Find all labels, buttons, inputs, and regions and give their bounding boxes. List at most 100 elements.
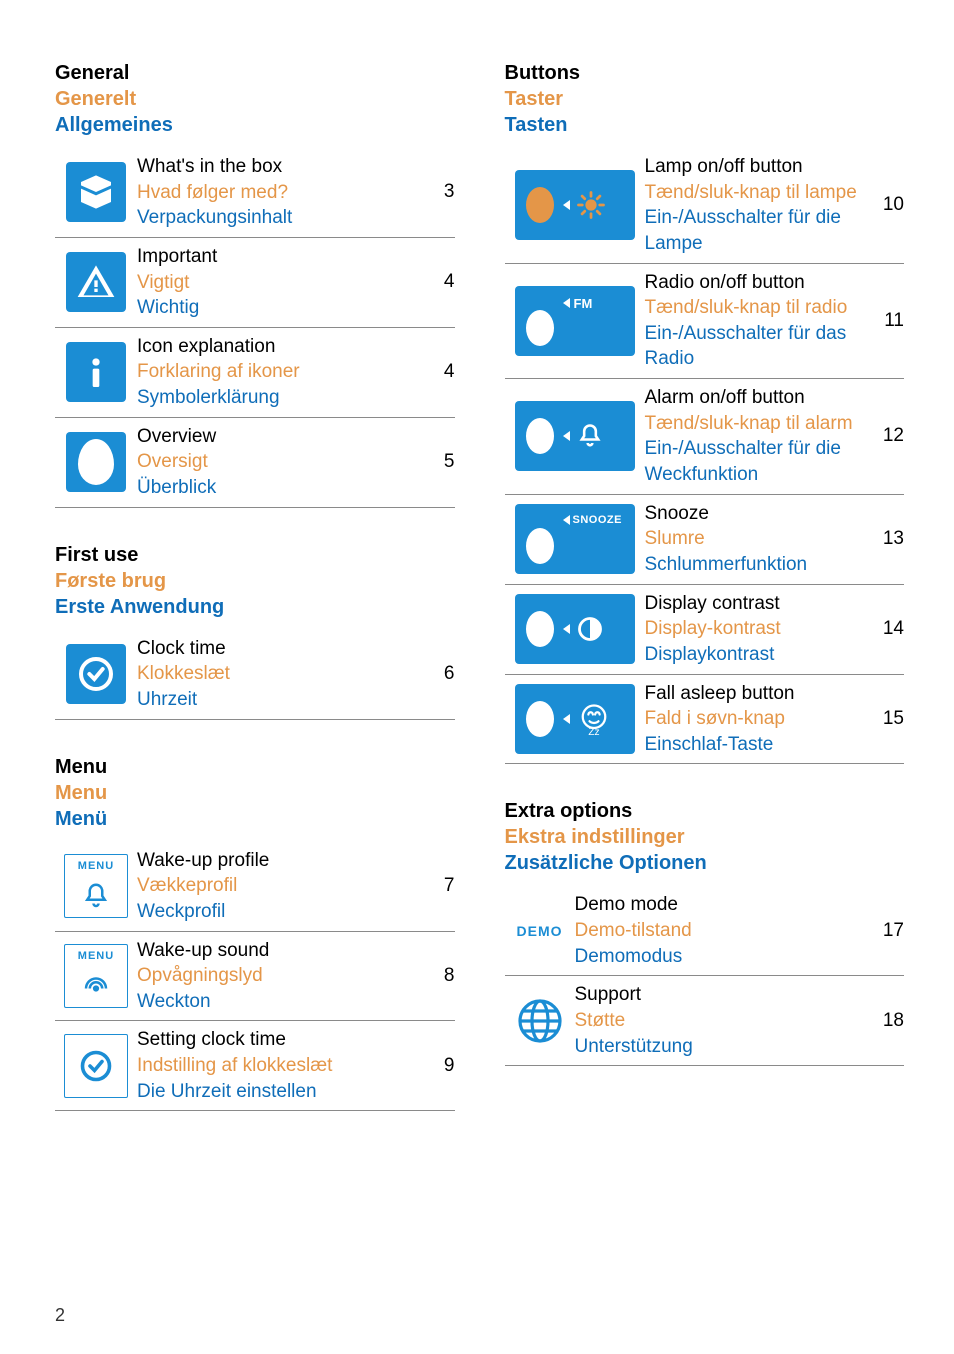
heading-en: First use <box>55 542 455 568</box>
lamp-button-icon <box>505 170 645 240</box>
label-en: Wake-up sound <box>137 938 415 964</box>
label-de: Ein-/Ausschalter für die Weckfunktion <box>645 436 865 487</box>
label-da: Oversigt <box>137 449 415 475</box>
label-de: Weckton <box>137 989 415 1015</box>
svg-text:Zz: Zz <box>588 727 599 737</box>
important-icon <box>55 252 137 312</box>
page-number: 8 <box>415 965 455 987</box>
box-icon <box>55 162 137 222</box>
section-general: General Generelt Allgemeines What's in t… <box>55 60 455 508</box>
label-en: Important <box>137 244 415 270</box>
label-en: Icon explanation <box>137 334 415 360</box>
toc-row: Important Vigtigt Wichtig 4 <box>55 238 455 328</box>
heading-en: Buttons <box>505 60 905 86</box>
label-da: Display-kontrast <box>645 616 865 642</box>
section-buttons: Buttons Taster Tasten Lamp on/off button… <box>505 60 905 764</box>
page-number: 3 <box>415 181 455 203</box>
label-de: Wichtig <box>137 295 415 321</box>
contrast-button-icon <box>505 594 645 664</box>
label-de: Überblick <box>137 475 415 501</box>
toc-row: FM Radio on/off button Tænd/sluk-knap ti… <box>505 264 905 380</box>
label-da: Indstilling af klokkeslæt <box>137 1053 415 1079</box>
heading-da: Menu <box>55 780 455 806</box>
label-en: Radio on/off button <box>645 270 865 296</box>
label-da: Fald i søvn-knap <box>645 706 865 732</box>
page-number: 7 <box>415 875 455 897</box>
page-footer-number: 2 <box>55 1305 65 1326</box>
menu-sound-icon: MENU <box>55 944 137 1008</box>
fm-button-icon: FM <box>505 286 645 356</box>
toc-row: Display contrast Display-kontrast Displa… <box>505 585 905 675</box>
toc-row: What's in the box Hvad følger med? Verpa… <box>55 148 455 238</box>
heading-da: Ekstra indstillinger <box>505 824 905 850</box>
label-de: Verpackungsinhalt <box>137 205 415 231</box>
label-de: Weckprofil <box>137 899 415 925</box>
toc-row: Lamp on/off button Tænd/sluk-knap til la… <box>505 148 905 264</box>
info-icon <box>55 342 137 402</box>
label-da: Hvad følger med? <box>137 180 415 206</box>
heading-da: Første brug <box>55 568 455 594</box>
label-de: Ein-/Ausschalter für das Radio <box>645 321 865 372</box>
label-de: Ein-/Ausschalter für die Lampe <box>645 205 865 256</box>
label-da: Slumre <box>645 526 865 552</box>
label-en: Snooze <box>645 501 865 527</box>
label-en: Support <box>575 982 865 1008</box>
toc-row: MENU Wake-up sound Opvågningslyd Weckton… <box>55 932 455 1022</box>
demo-icon: DEMO <box>505 923 575 939</box>
page-number: 4 <box>415 361 455 383</box>
menu-tag: MENU <box>74 859 118 873</box>
menu-clock-icon <box>55 1034 137 1098</box>
label-en: Demo mode <box>575 892 865 918</box>
alarm-button-icon <box>505 401 645 471</box>
label-de: Demomodus <box>575 944 865 970</box>
page-number: 5 <box>415 451 455 473</box>
page-number: 11 <box>864 310 904 332</box>
support-globe-icon <box>505 997 575 1045</box>
menu-tag: MENU <box>74 949 118 963</box>
label-en: Fall asleep button <box>645 681 865 707</box>
label-de: Displaykontrast <box>645 642 865 668</box>
label-de: Die Uhrzeit einstellen <box>137 1079 415 1105</box>
label-de: Einschlaf-Taste <box>645 732 865 758</box>
section-firstuse-head: First use Første brug Erste Anwendung <box>55 542 455 620</box>
label-da: Støtte <box>575 1008 865 1034</box>
right-column: Buttons Taster Tasten Lamp on/off button… <box>505 60 905 1145</box>
clock-set-icon <box>55 644 137 704</box>
toc-row: Alarm on/off button Tænd/sluk-knap til a… <box>505 379 905 495</box>
toc-row: Support Støtte Unterstützung 18 <box>505 976 905 1066</box>
snooze-button-icon: SNOOZE <box>505 504 645 574</box>
section-extra: Extra options Ekstra indstillinger Zusät… <box>505 798 905 1066</box>
page-number: 12 <box>864 425 904 447</box>
label-da: Vigtigt <box>137 270 415 296</box>
toc-row: MENU Wake-up profile Vækkeprofil Weckpro… <box>55 842 455 932</box>
label-da: Vækkeprofil <box>137 873 415 899</box>
heading-en: Menu <box>55 754 455 780</box>
heading-de: Menü <box>55 806 455 832</box>
label-en: Alarm on/off button <box>645 385 865 411</box>
label-da: Klokkeslæt <box>137 661 415 687</box>
heading-de: Erste Anwendung <box>55 594 455 620</box>
label-en: Display contrast <box>645 591 865 617</box>
label-da: Opvågningslyd <box>137 963 415 989</box>
label-da: Tænd/sluk-knap til lampe <box>645 180 865 206</box>
heading-da: Taster <box>505 86 905 112</box>
toc-row: Overview Oversigt Überblick 5 <box>55 418 455 508</box>
toc-row: SNOOZE Snooze Slumre Schlummerfunktion 1… <box>505 495 905 585</box>
label-de: Symbolerklärung <box>137 385 415 411</box>
label-da: Demo-tilstand <box>575 918 865 944</box>
section-menu: Menu Menu Menü MENU Wake-up profile Vækk… <box>55 754 455 1112</box>
section-buttons-head: Buttons Taster Tasten <box>505 60 905 138</box>
section-extra-head: Extra options Ekstra indstillinger Zusät… <box>505 798 905 876</box>
overview-icon <box>55 432 137 492</box>
label-de: Schlummerfunktion <box>645 552 865 578</box>
heading-en: General <box>55 60 455 86</box>
heading-de: Tasten <box>505 112 905 138</box>
snooze-tag: SNOOZE <box>573 514 622 526</box>
page-number: 14 <box>864 618 904 640</box>
toc-row: Icon explanation Forklaring af ikoner Sy… <box>55 328 455 418</box>
sleep-button-icon: Zz <box>505 684 645 754</box>
label-da: Forklaring af ikoner <box>137 359 415 385</box>
page-number: 10 <box>864 194 904 216</box>
page-number: 4 <box>415 271 455 293</box>
page-number: 6 <box>415 663 455 685</box>
